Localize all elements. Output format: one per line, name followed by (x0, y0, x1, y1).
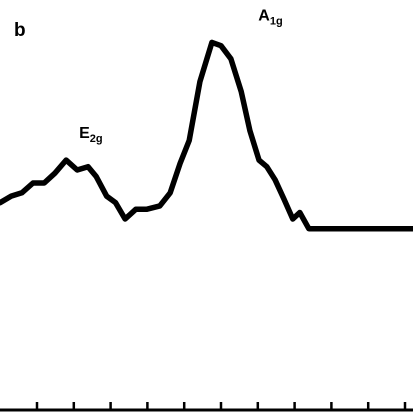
peak-label-1: A1g (258, 7, 282, 27)
peak-label-0: E2g (79, 125, 103, 145)
panel-label: b (14, 20, 26, 41)
x-axis-ticks (35, 402, 407, 410)
series-line (0, 39, 413, 232)
peak-annotations: E2g A1g (79, 7, 283, 145)
